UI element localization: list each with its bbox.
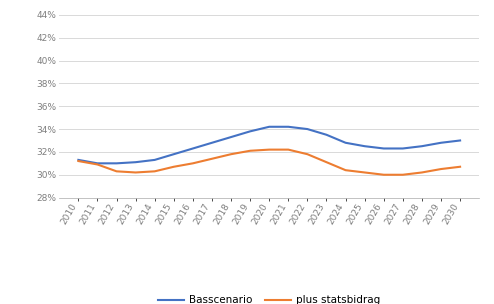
Basscenario (381, 147, 387, 150)
Basscenario (133, 161, 139, 164)
plus statsbidrag (228, 152, 234, 156)
plus statsbidrag (133, 171, 139, 174)
Basscenario (362, 144, 368, 148)
plus statsbidrag (438, 167, 444, 171)
plus statsbidrag (247, 149, 253, 153)
Basscenario (438, 141, 444, 145)
plus statsbidrag (400, 173, 406, 177)
plus statsbidrag (381, 173, 387, 177)
Basscenario (247, 130, 253, 133)
Basscenario (152, 158, 158, 162)
Basscenario (114, 161, 120, 165)
Basscenario (76, 158, 82, 162)
plus statsbidrag (114, 170, 120, 173)
plus statsbidrag (76, 159, 82, 163)
Basscenario (304, 127, 310, 131)
plus statsbidrag (190, 161, 196, 165)
Basscenario (457, 139, 463, 142)
Basscenario (228, 135, 234, 139)
plus statsbidrag (324, 161, 329, 164)
plus statsbidrag (286, 148, 291, 151)
Line: plus statsbidrag: plus statsbidrag (79, 150, 460, 175)
Basscenario (190, 147, 196, 150)
Basscenario (209, 141, 215, 145)
plus statsbidrag (457, 165, 463, 169)
plus statsbidrag (171, 165, 177, 169)
plus statsbidrag (343, 168, 349, 172)
Basscenario (343, 141, 349, 145)
Basscenario (400, 147, 406, 150)
Basscenario (419, 144, 425, 148)
Basscenario (286, 125, 291, 129)
plus statsbidrag (419, 171, 425, 174)
Line: Basscenario: Basscenario (79, 127, 460, 163)
plus statsbidrag (266, 148, 272, 151)
Basscenario (171, 152, 177, 156)
Basscenario (266, 125, 272, 129)
plus statsbidrag (362, 171, 368, 174)
plus statsbidrag (209, 157, 215, 161)
plus statsbidrag (152, 170, 158, 173)
Legend: Basscenario, plus statsbidrag: Basscenario, plus statsbidrag (154, 291, 385, 304)
Basscenario (324, 133, 329, 136)
Basscenario (94, 161, 100, 165)
plus statsbidrag (94, 163, 100, 166)
plus statsbidrag (304, 152, 310, 156)
